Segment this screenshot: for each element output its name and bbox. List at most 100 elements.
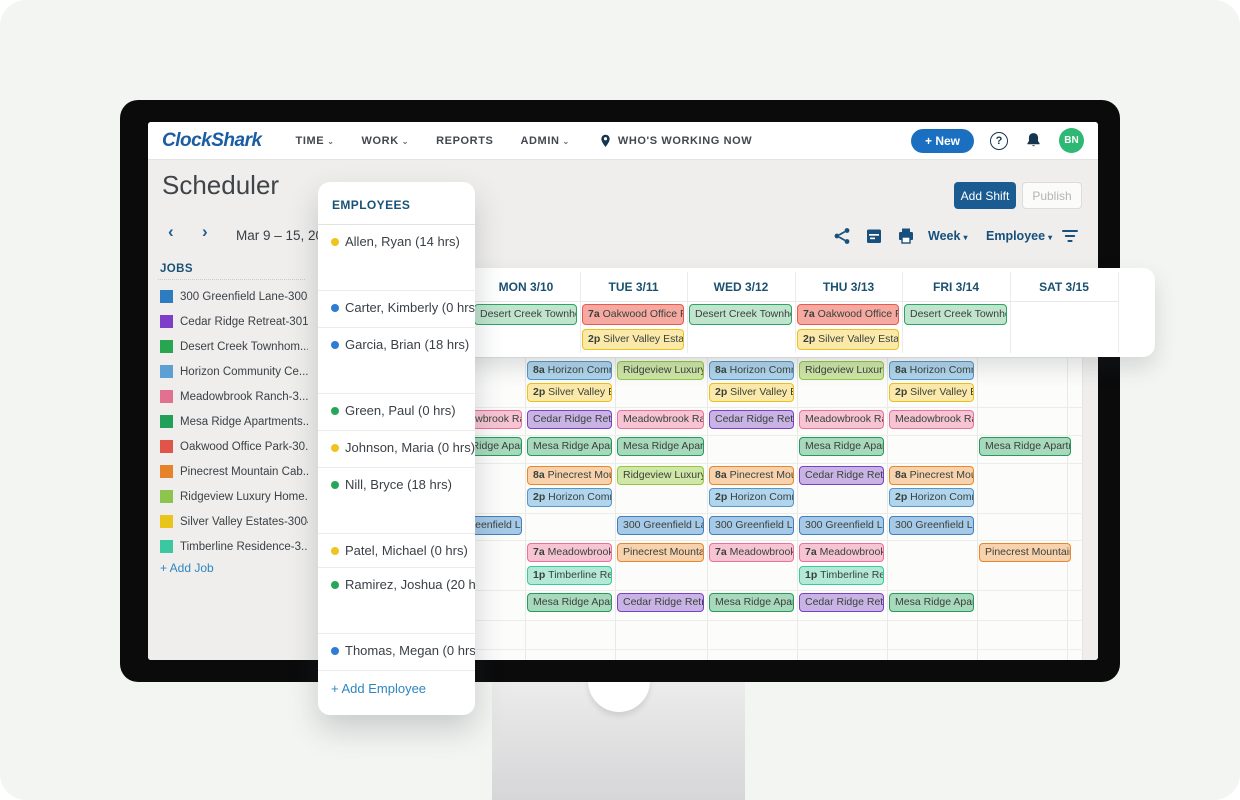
- shift-block[interactable]: Pinecrest Mountain C: [617, 543, 704, 562]
- shift-block[interactable]: Ridgeview Luxury Ho: [617, 361, 704, 380]
- shift-block[interactable]: Mesa Ridge Apartmen: [617, 437, 704, 456]
- nav-item-work[interactable]: WORK ⌄: [361, 134, 410, 147]
- employee-item[interactable]: Thomas, Megan (0 hrs): [318, 634, 475, 671]
- shift-block[interactable]: Desert Creek Townho: [474, 304, 577, 325]
- next-week-chevron[interactable]: ›: [202, 222, 208, 241]
- shift-block[interactable]: 300 Greenfield Lane-: [617, 516, 704, 535]
- employee-item[interactable]: Green, Paul (0 hrs): [318, 394, 475, 431]
- job-item[interactable]: Meadowbrook Ranch-3...: [158, 384, 308, 409]
- view-mode-dropdown[interactable]: Week ▾: [928, 229, 968, 243]
- employee-item[interactable]: Johnson, Maria (0 hrs): [318, 431, 475, 468]
- filter-icon[interactable]: [1060, 226, 1080, 246]
- shift-block[interactable]: 7a Meadowbrook Ran: [709, 543, 794, 562]
- employee-item[interactable]: Patel, Michael (0 hrs): [318, 534, 475, 568]
- publish-button[interactable]: Publish: [1022, 182, 1082, 209]
- nav-item-admin[interactable]: ADMIN ⌄: [520, 134, 570, 147]
- day-header: SAT 3/15: [1039, 280, 1089, 294]
- add-job-link[interactable]: + Add Job: [160, 561, 214, 575]
- job-item[interactable]: Pinecrest Mountain Cab...: [158, 459, 308, 484]
- shift-block[interactable]: 2p Horizon Commun: [527, 488, 612, 507]
- job-label: Desert Creek Townhom...: [180, 340, 308, 353]
- shift-block[interactable]: Mesa Ridge Apartmen: [527, 593, 612, 612]
- shift-block[interactable]: Mesa Ridge Apartmen: [889, 593, 974, 612]
- shift-block[interactable]: 8a Horizon Commun: [709, 361, 794, 380]
- shift-block[interactable]: 1p Timberline Reside: [799, 566, 884, 585]
- shift-block[interactable]: Mesa Ridge Apartmen: [709, 593, 794, 612]
- shift-block[interactable]: 300 Greenfield Lane-: [889, 516, 974, 535]
- shift-block[interactable]: 7a Oakwood Office P: [797, 304, 899, 325]
- shift-block[interactable]: Meadowbrook Ranch: [889, 410, 974, 429]
- shift-block[interactable]: 8a Pinecrest Mountai: [709, 466, 794, 485]
- employee-item[interactable]: Carter, Kimberly (0 hrs): [318, 291, 475, 328]
- shift-block[interactable]: 2p Silver Valley Estate: [582, 329, 684, 350]
- shift-block[interactable]: Ridgeview Luxury Ho: [799, 361, 884, 380]
- shift-block[interactable]: 2p Horizon Commun: [889, 488, 974, 507]
- job-item[interactable]: Horizon Community Ce...: [158, 359, 308, 384]
- gridline: [460, 301, 1118, 302]
- job-item[interactable]: Oakwood Office Park-30...: [158, 434, 308, 459]
- new-button[interactable]: + New: [910, 128, 974, 153]
- gridline: [435, 590, 1083, 591]
- nav-item-time[interactable]: TIME ⌄: [295, 134, 335, 147]
- shift-block[interactable]: Mesa Ridge Apartmen: [527, 437, 612, 456]
- employee-item[interactable]: Allen, Ryan (14 hrs): [318, 225, 475, 291]
- group-by-dropdown[interactable]: Employee ▾: [986, 229, 1053, 243]
- shift-block[interactable]: 300 Greenfield Lane-: [799, 516, 884, 535]
- shift-block[interactable]: 8a Horizon Commun: [527, 361, 612, 380]
- shift-block[interactable]: 300 Greenfield Lane-: [709, 516, 794, 535]
- shift-block[interactable]: 7a Meadowbrook Ran: [527, 543, 612, 562]
- job-item[interactable]: Mesa Ridge Apartments...: [158, 409, 308, 434]
- employee-item[interactable]: Ramirez, Joshua (20 hrs): [318, 568, 475, 634]
- shift-block[interactable]: Pinecrest Mountain C.: [979, 543, 1071, 562]
- shift-block[interactable]: Meadowbrook Ranch: [799, 410, 884, 429]
- job-item[interactable]: Ridgeview Luxury Home...: [158, 484, 308, 509]
- prev-week-chevron[interactable]: ‹: [168, 222, 174, 241]
- shift-block[interactable]: Meadowbrook Ranch: [617, 410, 704, 429]
- shift-block[interactable]: Desert Creek Townho: [689, 304, 792, 325]
- shift-block[interactable]: Cedar Ridge Retreat-: [527, 410, 612, 429]
- job-label: Mesa Ridge Apartments...: [180, 415, 308, 428]
- add-employee-link[interactable]: + Add Employee: [331, 681, 427, 696]
- shift-block[interactable]: 2p Horizon Commun: [709, 488, 794, 507]
- shift-block[interactable]: Mesa Ridge Apartmen: [799, 437, 884, 456]
- calendar-icon[interactable]: [864, 226, 884, 246]
- shift-block[interactable]: Cedar Ridge Retreat-: [709, 410, 794, 429]
- print-icon[interactable]: [896, 226, 916, 246]
- employee-item[interactable]: Nill, Bryce (18 hrs): [318, 468, 475, 534]
- job-item[interactable]: Silver Valley Estates-3004: [158, 509, 308, 534]
- shift-block[interactable]: 1p Timberline Reside: [527, 566, 612, 585]
- whos-working-now-button[interactable]: WHO'S WORKING NOW: [598, 133, 752, 149]
- job-item[interactable]: 300 Greenfield Lane-3005: [158, 284, 308, 309]
- shift-block[interactable]: 2p Silver Valley Estate: [527, 383, 612, 402]
- day-header: FRI 3/14: [932, 280, 980, 294]
- job-item[interactable]: Cedar Ridge Retreat-3019: [158, 309, 308, 334]
- gridline: [435, 357, 1083, 358]
- shift-block[interactable]: Ridgeview Luxury Ho: [617, 466, 704, 485]
- shift-block[interactable]: Cedar Ridge Retreat-: [799, 466, 884, 485]
- nav-item-reports[interactable]: REPORTS: [436, 134, 494, 147]
- shift-block[interactable]: Mesa Ridge Apartmen: [979, 437, 1071, 456]
- employees-panel: EMPLOYEES Allen, Ryan (14 hrs) Carter, Ki…: [318, 182, 475, 715]
- shift-block[interactable]: 7a Oakwood Office P: [582, 304, 684, 325]
- shift-block[interactable]: 8a Pinecrest Mountai: [527, 466, 612, 485]
- shift-block[interactable]: 2p Silver Valley Estate: [709, 383, 794, 402]
- add-shift-button[interactable]: Add Shift: [954, 182, 1016, 209]
- help-icon[interactable]: ?: [990, 131, 1008, 150]
- shift-block[interactable]: 7a Meadowbrook Ran: [799, 543, 884, 562]
- employee-item[interactable]: Garcia, Brian (18 hrs): [318, 328, 475, 394]
- shift-block[interactable]: 8a Pinecrest Mountai: [889, 466, 974, 485]
- user-avatar[interactable]: BN: [1059, 128, 1084, 153]
- scheduler-page: Scheduler Add Shift Publish ‹ › Mar 9 – …: [148, 160, 1098, 660]
- shift-block[interactable]: Cedar Ridge Retreat-: [799, 593, 884, 612]
- shift-block[interactable]: 2p Silver Valley Estate: [797, 329, 899, 350]
- notifications-bell-icon[interactable]: [1024, 131, 1043, 150]
- shift-block[interactable]: Desert Creek Townho: [904, 304, 1007, 325]
- job-item[interactable]: Desert Creek Townhom...: [158, 334, 308, 359]
- shift-block[interactable]: Cedar Ridge Retreat-: [617, 593, 704, 612]
- job-item[interactable]: Timberline Residence-3...: [158, 534, 308, 559]
- share-icon[interactable]: [832, 226, 852, 246]
- shift-block[interactable]: 2p Silver Valley Estate: [889, 383, 974, 402]
- gridline: [435, 407, 1083, 408]
- status-dot: [331, 238, 339, 246]
- shift-block[interactable]: 8a Horizon Commun: [889, 361, 974, 380]
